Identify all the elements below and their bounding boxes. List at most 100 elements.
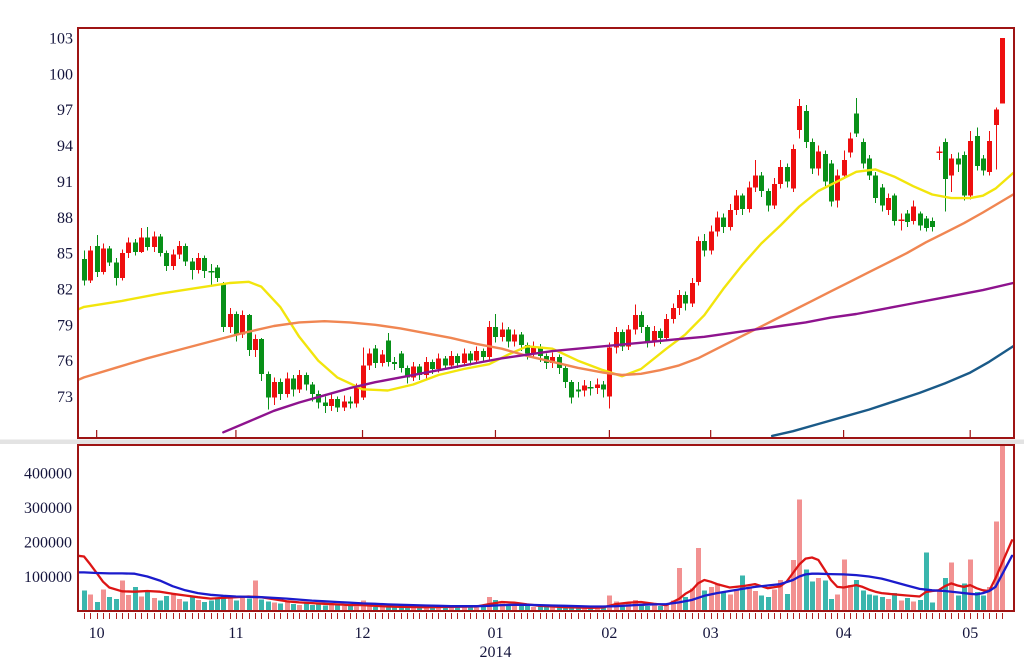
candle-body	[632, 315, 639, 330]
volume-bar	[398, 607, 405, 611]
volume-bar	[834, 594, 841, 611]
candle-body	[974, 135, 981, 166]
price-axis-label: 100	[49, 66, 73, 83]
candle-body	[429, 361, 436, 370]
candle-body	[277, 382, 284, 395]
candle-body	[486, 327, 493, 358]
candle-body	[341, 401, 348, 408]
price-axis-label: 82	[57, 281, 73, 298]
candle-body	[473, 351, 480, 361]
candle-body	[435, 358, 442, 370]
candle-body	[758, 175, 765, 191]
candle-body	[271, 382, 278, 398]
volume-bar	[277, 603, 284, 611]
volume-bar	[233, 600, 240, 611]
volume-bar	[505, 604, 512, 611]
candle-body	[752, 175, 759, 188]
volume-bar	[948, 562, 955, 611]
candle-body	[220, 284, 227, 328]
ma-longest-navy	[770, 345, 1015, 438]
candle-body	[733, 195, 740, 211]
candle-body	[334, 398, 341, 408]
candle-body	[328, 398, 335, 407]
price-axis-label: 79	[57, 317, 73, 334]
price-axis-label: 97	[57, 102, 73, 119]
candle-body	[182, 245, 189, 262]
candle-body	[910, 206, 917, 221]
volume-bar	[961, 583, 968, 611]
volume-bar	[176, 598, 183, 611]
volume-bar	[201, 602, 208, 611]
price-axis-label: 91	[57, 174, 73, 191]
volume-bar	[461, 607, 468, 611]
candle-body	[176, 245, 183, 255]
volume-bar	[587, 608, 594, 611]
volume-bar	[568, 607, 575, 611]
candle-body	[898, 219, 905, 222]
candle-body	[948, 158, 955, 176]
x-axis-month-label: 03	[703, 625, 719, 642]
volume-bar	[94, 602, 101, 611]
price-axis-label: 94	[57, 138, 73, 155]
volume-bar	[670, 600, 677, 611]
volume-bar	[442, 606, 449, 611]
candle-body	[936, 151, 943, 154]
candle-body	[638, 315, 645, 328]
candle-body	[999, 38, 1006, 104]
price-panel: 103 100 97 94 91 88 85 82 79 76 73	[49, 27, 1015, 439]
volume-bar	[537, 606, 544, 611]
volume-panel-frame	[77, 444, 1015, 612]
candle-body	[518, 334, 525, 346]
volume-bar	[144, 590, 151, 611]
volume-bar	[885, 598, 892, 611]
candle-body	[106, 248, 113, 263]
candle-body	[170, 254, 177, 267]
volume-bar	[543, 607, 550, 611]
candle-body	[708, 231, 715, 251]
candle-body	[720, 217, 727, 227]
candle-body	[163, 253, 170, 267]
volume-bar	[499, 603, 506, 611]
volume-bar	[303, 602, 310, 611]
candle-body	[765, 190, 772, 206]
volume-bar	[872, 595, 879, 611]
candle-body	[847, 138, 854, 153]
candle-body	[448, 355, 455, 366]
volume-bar	[575, 607, 582, 611]
candle-body	[714, 217, 721, 232]
candle-body	[398, 353, 405, 368]
candle-body	[492, 327, 499, 337]
volume-bar	[651, 604, 658, 611]
x-axis-month-label: 04	[836, 625, 852, 642]
volume-bar	[993, 521, 1000, 611]
candle-body	[113, 262, 120, 279]
candle-body	[581, 385, 588, 391]
candle-body	[600, 384, 607, 390]
volume-bar	[113, 598, 120, 611]
volume-bar	[347, 606, 354, 611]
candle-body	[777, 167, 784, 184]
candle-body	[676, 294, 683, 309]
candle-body	[809, 141, 816, 169]
price-axis-label: 85	[57, 246, 73, 263]
volume-bar	[416, 606, 423, 611]
candle-body	[404, 367, 411, 378]
candle-body	[144, 237, 151, 248]
candle-body	[239, 315, 246, 335]
candle-body	[511, 334, 518, 342]
volume-bar	[511, 605, 518, 611]
volume-bar	[904, 597, 911, 611]
volume-bar	[100, 589, 107, 611]
volume-bar	[796, 499, 803, 611]
candle-body	[771, 183, 778, 206]
volume-axis-label: 200000	[24, 535, 72, 552]
candle-body	[416, 366, 423, 375]
volume-bar	[391, 606, 398, 611]
volume-bar	[841, 559, 848, 611]
candle-body	[296, 374, 303, 390]
volume-bar	[334, 604, 341, 611]
price-axis-label: 76	[57, 353, 73, 370]
candle-body	[923, 218, 930, 229]
volume-bar	[828, 598, 835, 611]
